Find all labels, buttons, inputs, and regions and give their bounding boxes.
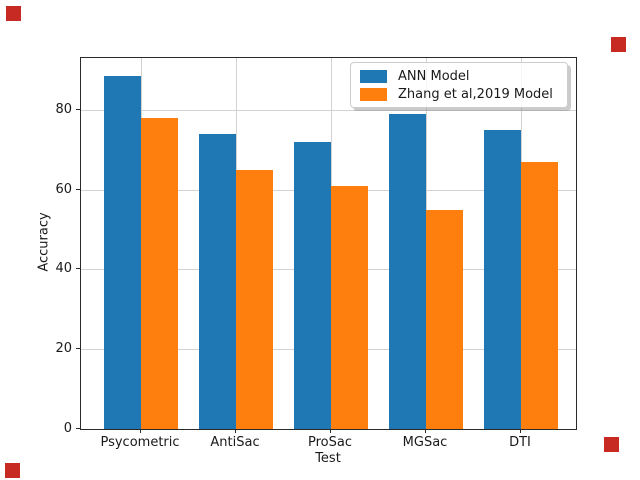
plot-area [80,57,577,430]
x-tick [425,429,426,433]
legend-label: Zhang et al,2019 Model [398,87,553,102]
legend-swatch-icon [360,70,387,83]
bar-mgsac-series0 [389,114,426,429]
x-axis-label: Test [315,451,341,466]
y-tick-label: 80 [55,101,72,117]
bar-antisac-series0 [199,134,236,429]
corner-marker [611,37,626,52]
bar-psycometric-series0 [104,76,141,429]
corner-marker [6,6,21,21]
y-tick [76,188,80,190]
y-tick-label: 0 [63,421,72,436]
corner-marker [5,463,20,478]
legend-item-1: Zhang et al,2019 Model [360,86,558,103]
y-tick-label: 40 [55,261,72,277]
x-tick [140,429,141,433]
y-tick [76,428,80,429]
legend-item-0: ANN Model [360,68,558,85]
bar-antisac-series1 [236,170,273,429]
corner-marker [604,437,619,452]
x-tick-label-mgsac: MGSac [402,435,448,450]
bar-psycometric-series1 [141,118,178,429]
y-tick-label: 20 [55,341,72,357]
legend-swatch-icon [360,88,387,101]
x-tick [235,429,236,433]
x-tick-label-dti: DTI [509,435,531,450]
legend: ANN Model Zhang et al,2019 Model [350,62,568,108]
x-tick [520,429,521,433]
y-tick [76,268,80,270]
y-tick [76,348,80,350]
bar-prosac-series1 [331,186,368,429]
y-tick-label: 60 [55,181,72,197]
x-tick-label-prosac: ProSac [308,435,352,450]
x-tick-label-psycometric: Psycometric [100,435,180,450]
legend-label: ANN Model [398,69,470,84]
x-tick [330,429,331,433]
gridline-horizontal [81,109,576,111]
x-tick-label-antisac: AntiSac [210,435,260,450]
y-tick [76,108,80,110]
bar-dti-series0 [484,130,521,429]
bar-prosac-series0 [294,142,331,429]
bar-mgsac-series1 [426,210,463,429]
bar-dti-series1 [521,162,558,429]
